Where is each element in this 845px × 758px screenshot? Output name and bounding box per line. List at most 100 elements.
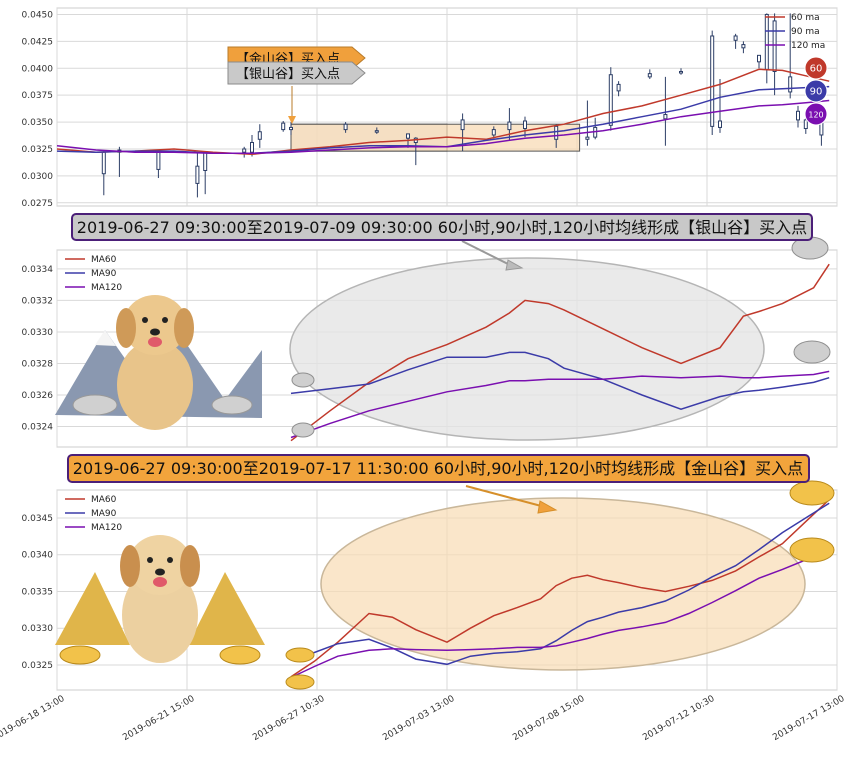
silver-ytick-label: 0.0324 [22, 423, 54, 433]
dog-nose [150, 328, 160, 336]
ma-badge-circle [804, 56, 828, 80]
gold-ytick-label: 0.0340 [22, 551, 54, 561]
gold-ingot-ma90-start [285, 647, 315, 663]
dog-eye-right [167, 557, 173, 563]
candle-body [195, 165, 200, 184]
gold-dog-illustration [55, 535, 265, 665]
dog-ear-right [180, 545, 200, 587]
candle-body [203, 151, 208, 171]
candle-body [289, 126, 293, 131]
gold-banner-text: 2019-06-27 09:30:00至2019-07-17 11:30:00 … [73, 459, 803, 478]
dog-tongue [148, 337, 162, 347]
dog-head [123, 295, 187, 355]
gold-banner [67, 454, 810, 483]
candle-body [491, 129, 496, 136]
silver-legend-label: MA90 [91, 269, 117, 279]
top-ma-badges: 60 90 120 [804, 56, 828, 126]
silver-ytick-label: 0.0334 [22, 265, 54, 275]
candle-body [460, 119, 465, 131]
gold-legend-label: MA90 [91, 509, 117, 519]
top-line-120-ma [56, 99, 830, 155]
gold-ingot-ma60-start [285, 674, 315, 690]
candle-body [343, 123, 348, 131]
candle-body [647, 73, 652, 78]
candle-body [250, 142, 254, 153]
gold-line-ma60 [290, 499, 830, 678]
gold-pyramid-left [55, 572, 130, 645]
ma-badge-circle [804, 79, 828, 103]
silver-line-ma60 [290, 263, 830, 442]
gold-pointer-line [465, 485, 546, 508]
top-ytick-label: 0.0375 [22, 91, 54, 101]
dog-eye-right [162, 317, 168, 323]
silver-pointer-line [461, 240, 513, 267]
silver-ma-lines [290, 263, 830, 442]
silver-ingot-left [72, 394, 118, 416]
silver-banner-text: 2019-06-27 09:30:00至2019-07-09 09:30:00 … [77, 218, 807, 237]
top-candles [101, 13, 824, 198]
candle-body [796, 110, 800, 121]
dog-head [128, 535, 192, 595]
gold-ytick-label: 0.0335 [22, 587, 54, 597]
top-ytick-label: 0.0450 [22, 10, 54, 20]
silver-valley-panel: 0.0324 0.0326 0.0328 0.0330 0.0332 0.0334 MA6… [22, 213, 838, 448]
candle-body [101, 151, 106, 175]
candle-body [663, 114, 668, 120]
candle-body [554, 125, 559, 140]
gold-legend-label: MA60 [91, 495, 117, 505]
silver-callout: 【银山谷】买入点 [227, 61, 366, 85]
gold-line-ma120 [290, 555, 830, 679]
gold-ma-lines [290, 499, 830, 679]
silver-legend: MA60 MA90 MA120 [65, 255, 122, 293]
silver-line-ma90 [290, 351, 830, 410]
dog-body [117, 340, 193, 430]
gold-highlight-ellipse [320, 497, 806, 671]
silver-line-ma120 [290, 370, 830, 439]
silver-banner [71, 213, 813, 241]
dog-ear-right [174, 308, 194, 348]
top-ytick-label: 0.0325 [22, 145, 54, 155]
callout-pointer-head [288, 116, 296, 124]
silver-legend-label: MA120 [91, 283, 122, 293]
top-legend: 60 ma 90 ma 120 ma [765, 13, 825, 51]
ma-badge-label: 60 [810, 64, 823, 75]
gold-ingot-ma60-end [789, 480, 835, 506]
top-line-60-ma [56, 68, 830, 156]
dog-ear-left [116, 308, 136, 348]
silver-callout-arrow [227, 61, 366, 85]
dog-nose [155, 568, 165, 576]
candle-body [242, 148, 247, 153]
silver-ingot-ma60-start [291, 422, 315, 438]
candle-body [281, 122, 286, 131]
silver-dog-illustration [55, 295, 262, 430]
candle-body [679, 70, 683, 74]
silver-callout-text: 【银山谷】买入点 [236, 67, 340, 82]
gold-legend-label: MA120 [91, 523, 122, 533]
top-ytick-label: 0.0275 [22, 199, 54, 209]
ma-badge-label: 90 [810, 87, 823, 98]
top-ma-lines [56, 68, 830, 156]
silver-ytick-label: 0.0330 [22, 328, 54, 338]
top-ytick-label: 0.0400 [22, 64, 54, 74]
silver-ytick-label: 0.0326 [22, 391, 54, 401]
candle-body [772, 20, 777, 72]
ma-badge-circle [804, 102, 828, 126]
top-ytick-label: 0.0300 [22, 172, 54, 182]
candle-body [507, 121, 512, 131]
silver-highlight-ellipse [289, 257, 765, 441]
gold-y-ticks: 0.0325 0.0330 0.0335 0.0340 0.0345 [22, 514, 54, 671]
top-candlestick-panel: 0.0275 0.0300 0.0325 0.0350 0.0375 0.0400 0.04… [22, 7, 838, 209]
gold-ingot-right [219, 645, 261, 665]
gold-ytick-label: 0.0345 [22, 514, 54, 524]
silver-y-ticks: 0.0324 0.0326 0.0328 0.0330 0.0332 0.0334 [22, 265, 54, 433]
candle-body [523, 120, 527, 130]
dog-eye-left [142, 317, 148, 323]
dog-body [122, 567, 198, 663]
dog-ear-left [120, 545, 140, 587]
candle-body [741, 44, 746, 49]
candle-body [616, 83, 621, 92]
top-ytick-label: 0.0350 [22, 118, 54, 128]
gold-ytick-label: 0.0330 [22, 624, 54, 634]
